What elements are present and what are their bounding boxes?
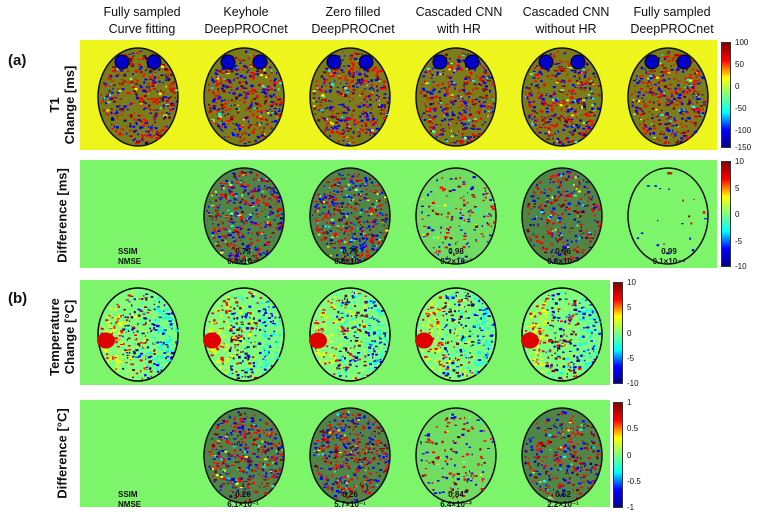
brain-image xyxy=(203,47,285,147)
brain-image xyxy=(415,287,497,382)
nmse-value-cascaded-hr-b: 6.4×10⁻² xyxy=(440,500,472,509)
tick-t1c-0: 100 xyxy=(735,38,749,47)
nmse-value-cascaded-hr-a: 0.2×10⁻³ xyxy=(440,257,472,266)
tick-td-3: -0.5 xyxy=(627,477,641,486)
tick-tc-2: 0 xyxy=(627,329,632,338)
tick-t1c-3: -50 xyxy=(735,104,747,113)
brain-image xyxy=(521,407,603,504)
temperature-difference-strip xyxy=(80,400,610,507)
column-header-cascaded-no-hr: Cascaded CNN without HR xyxy=(522,5,610,36)
colorbar-temperature-change xyxy=(613,282,623,384)
nmse-value-cascaded-nohr-a: 0.8×10⁻³ xyxy=(547,257,579,266)
nmse-value-zerofilled-b: 5.7×10⁻¹ xyxy=(334,500,366,509)
panel-label-b: (b) xyxy=(8,290,28,307)
row-label-temperature-difference: Difference [°C] xyxy=(54,408,70,499)
brain-image xyxy=(97,47,179,147)
nmse-value-zerofilled-a: 0.8×10⁻² xyxy=(334,257,366,266)
tick-t1d-4: -10 xyxy=(735,262,747,271)
tick-t1d-2: 0 xyxy=(735,210,740,219)
tick-t1d-0: 10 xyxy=(735,157,744,166)
column-header-fully-sampled-deepprocnet: Fully sampled DeepPROCnet xyxy=(630,5,714,36)
row-label-temperature-change: Temperature Change [°C] xyxy=(47,298,77,376)
ssim-value-cascaded-hr-a: 0.98 xyxy=(448,247,464,256)
ssim-value-zerofilled-b: 0.26 xyxy=(342,490,358,499)
t1-change-strip xyxy=(80,40,717,150)
column-header-zero-filled: Zero filled DeepPROCnet xyxy=(311,5,395,36)
ssim-value-cascaded-hr-b: 0.84 xyxy=(448,490,464,499)
brain-image xyxy=(309,167,391,265)
colorbar-t1-change xyxy=(721,42,731,148)
tick-tc-4: -10 xyxy=(627,379,639,388)
tick-tc-1: 5 xyxy=(627,303,632,312)
brain-image xyxy=(627,47,709,147)
tick-tc-3: -5 xyxy=(627,354,635,363)
row-label-t1-difference: Difference [ms] xyxy=(54,168,70,263)
brain-image xyxy=(203,287,285,382)
t1-change-brains xyxy=(97,47,709,147)
tick-t1c-2: 0 xyxy=(735,82,740,91)
tick-td-2: 0 xyxy=(627,451,632,460)
column-header-cascaded-hr: Cascaded CNN with HR xyxy=(415,5,503,36)
brain-image xyxy=(521,167,603,265)
ssim-value-fullysampled-a: 0.99 xyxy=(661,247,677,256)
tick-t1c-1: 50 xyxy=(735,60,744,69)
nmse-label-a: NMSE xyxy=(118,257,142,266)
ssim-value-cascaded-nohr-b: 0.52 xyxy=(555,490,571,499)
ssim-label-a: SSIM xyxy=(118,247,138,256)
nmse-value-fullysampled-a: 0.1×10⁻⁴ xyxy=(652,257,686,266)
ssim-value-zerofilled-a: 0.79 xyxy=(342,247,358,256)
brain-image xyxy=(309,407,391,504)
nmse-label-b: NMSE xyxy=(118,500,142,509)
tick-t1c-5: -150 xyxy=(735,143,752,152)
column-header-curve-fitting: Fully sampled Curve fitting xyxy=(103,5,181,36)
panel-label-a: (a) xyxy=(8,52,27,69)
temperature-difference-brains xyxy=(203,407,603,504)
ssim-value-keyhole-a: 0.79 xyxy=(235,247,251,256)
brain-image xyxy=(415,407,497,504)
ssim-label-b: SSIM xyxy=(118,490,138,499)
brain-image xyxy=(415,47,497,147)
brain-image xyxy=(415,167,497,265)
tick-t1d-1: 5 xyxy=(735,184,740,193)
brain-image xyxy=(203,167,285,265)
brain-image xyxy=(521,287,603,382)
ssim-value-keyhole-b: 0.20 xyxy=(235,490,251,499)
brain-image xyxy=(203,407,285,504)
brain-image xyxy=(97,287,179,382)
temperature-change-brains xyxy=(97,287,603,382)
tick-t1c-4: -100 xyxy=(735,126,752,135)
brain-image xyxy=(521,47,603,147)
tick-t1d-3: -5 xyxy=(735,237,743,246)
colorbar-temperature-difference xyxy=(613,402,623,508)
column-header-keyhole: Keyhole DeepPROCnet xyxy=(204,5,288,36)
nmse-value-keyhole-a: 0.8×10⁻² xyxy=(227,257,259,266)
t1-difference-strip xyxy=(80,160,717,268)
row-label-t1-change: T1 Change [ms] xyxy=(47,65,77,145)
ssim-value-cascaded-nohr-a: 0.96 xyxy=(555,247,571,256)
tick-td-0: 1 xyxy=(627,398,632,407)
nmse-value-cascaded-nohr-b: 2.2×10⁻¹ xyxy=(547,500,579,509)
tick-tc-0: 10 xyxy=(627,278,636,287)
tick-td-1: 0.5 xyxy=(627,424,639,433)
tick-td-4: -1 xyxy=(627,503,635,512)
nmse-value-keyhole-b: 6.1×10⁻¹ xyxy=(227,500,259,509)
t1-difference-brains xyxy=(203,167,709,265)
colorbar-t1-difference xyxy=(721,161,731,267)
brain-image xyxy=(309,287,391,382)
temperature-change-strip xyxy=(80,280,610,385)
brain-image xyxy=(627,167,709,265)
brain-image xyxy=(309,47,391,147)
